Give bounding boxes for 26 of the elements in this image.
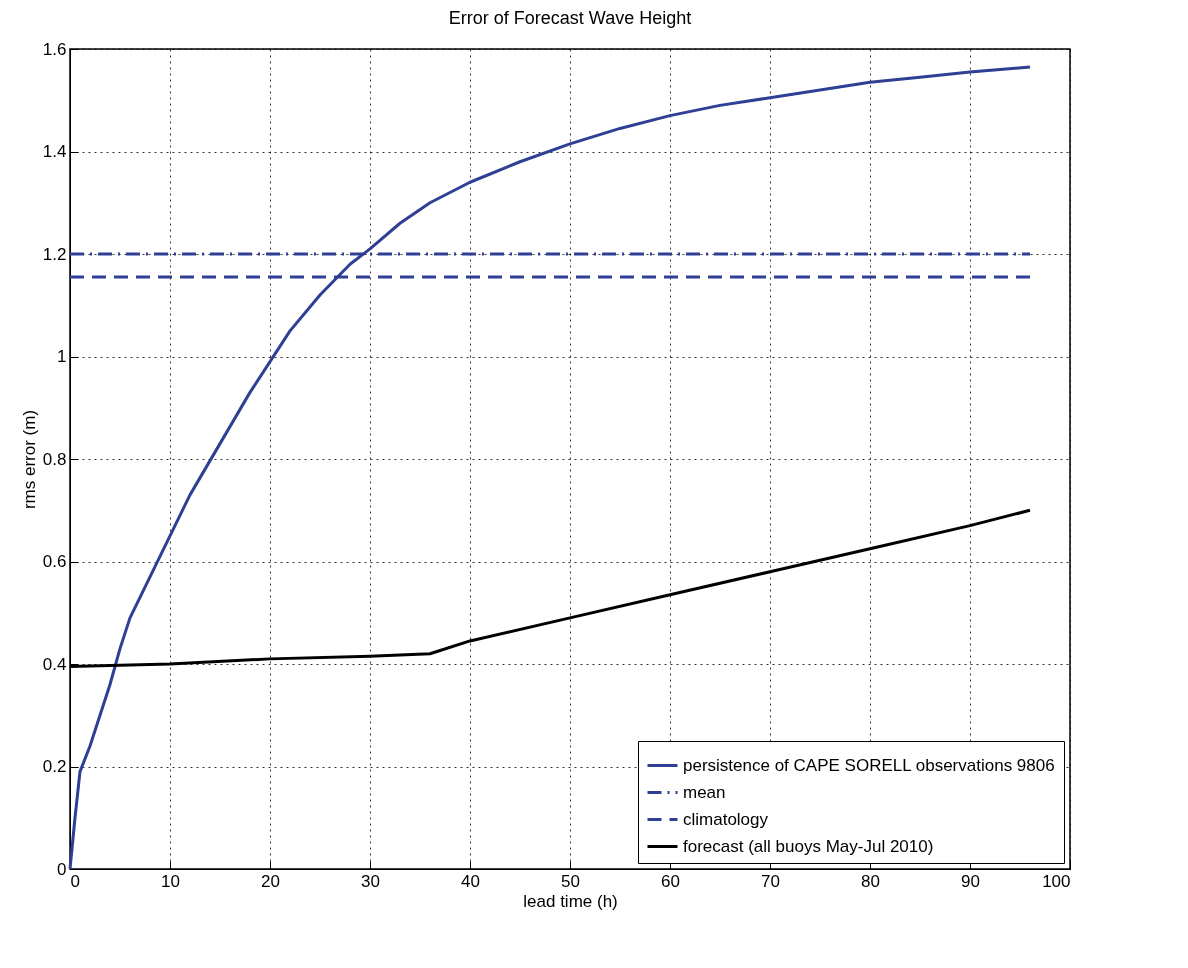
x-tick-label: 50 xyxy=(561,871,580,891)
x-tick-label: 10 xyxy=(161,871,180,891)
x-tick-label: 30 xyxy=(361,871,380,891)
x-tick-label: 60 xyxy=(661,871,680,891)
x-tick-label: 0 xyxy=(70,871,80,891)
y-axis-title: rms error (m) xyxy=(19,409,39,510)
x-tick-label: 40 xyxy=(461,871,480,891)
y-tick-label: 1.6 xyxy=(42,39,67,59)
x-tick-label: 70 xyxy=(761,871,780,891)
x-axis-title: lead time (h) xyxy=(523,891,618,911)
legend-label: persistence of CAPE SORELL observations 9806 xyxy=(683,755,1055,775)
x-tick-label: 90 xyxy=(961,871,980,891)
legend-label: climatology xyxy=(683,809,769,829)
y-tick-label: 0.6 xyxy=(42,552,67,571)
y-tick-label: 0.4 xyxy=(42,654,67,674)
legend-label: mean xyxy=(683,782,726,802)
y-tick-label: 1.4 xyxy=(42,142,67,161)
chart-title: Error of Forecast Wave Height xyxy=(448,8,692,28)
y-tick-label: 0.8 xyxy=(42,449,67,469)
y-tick-label: 1.2 xyxy=(42,244,67,264)
x-tick-label: 80 xyxy=(861,871,880,891)
y-tick-label: 1 xyxy=(57,347,67,366)
y-tick-label: 0.2 xyxy=(42,757,67,776)
x-tick-label: 20 xyxy=(261,871,280,891)
legend-label: forecast (all buoys May-Jul 2010) xyxy=(683,836,934,856)
x-tick-label: 100 xyxy=(1042,871,1071,891)
